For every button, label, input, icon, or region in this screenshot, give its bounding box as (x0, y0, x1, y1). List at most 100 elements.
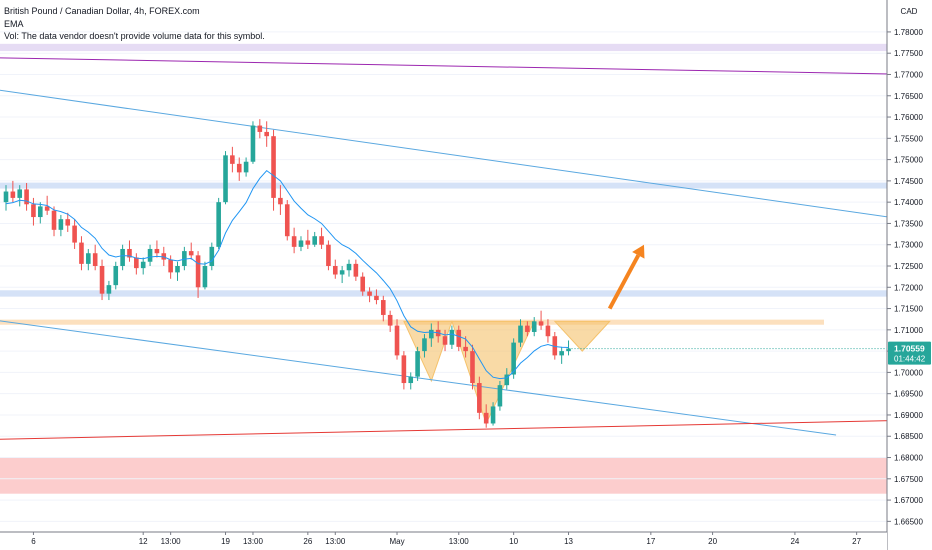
candle-body (449, 329, 455, 345)
candle-body (3, 191, 9, 203)
candle-body (291, 236, 297, 247)
time-tick-label: 27 (852, 537, 861, 546)
volume-note: Vol: The data vendor doesn't provide vol… (4, 31, 265, 41)
candle (339, 266, 345, 284)
time-tick-label: 24 (790, 537, 799, 546)
axis-unit-label: CAD (901, 7, 918, 16)
trendline-3 (0, 419, 919, 440)
candle (134, 253, 139, 275)
candle-body (408, 376, 414, 384)
candle (504, 368, 510, 390)
time-axis[interactable]: 6 12 13:00 19 13:00 26 13:00 May 13:00 10 13 17 20 24… (0, 531, 887, 550)
candle (319, 227, 324, 249)
price-tick-label: 1.78000 (894, 28, 923, 37)
candle (470, 344, 475, 390)
candle-body (497, 385, 503, 407)
candle-body (236, 163, 242, 173)
candle (401, 351, 407, 390)
candle (182, 246, 187, 271)
candle (86, 248, 91, 271)
price-tick-label: 1.77000 (894, 70, 923, 79)
ema-line (5, 169, 569, 380)
candle (545, 319, 551, 343)
candle-body (394, 325, 400, 356)
candle-body (381, 300, 386, 315)
candles-layer (3, 119, 571, 428)
candle-body (264, 131, 269, 137)
candle-body (86, 253, 91, 264)
price-axis[interactable]: CAD 1.78000 1.77500 1.77000 1.76500 1.76000 1.… (886, 0, 932, 550)
candle-body (531, 321, 537, 332)
candle (531, 317, 537, 337)
candle (408, 372, 414, 390)
candle (291, 227, 297, 254)
price-tick-label: 1.69500 (894, 390, 923, 399)
time-tick-label: 20 (708, 537, 717, 546)
candle (236, 157, 242, 181)
candle-body (154, 248, 160, 254)
candle-body (326, 244, 331, 266)
price-tick-label: 1.76500 (894, 92, 923, 101)
candle (17, 185, 23, 207)
candle (10, 180, 16, 203)
time-tick-label: 13:00 (325, 537, 346, 546)
candle (264, 121, 269, 147)
candle (79, 236, 84, 271)
candle-body (58, 219, 64, 230)
candle-body (374, 295, 379, 301)
candle (394, 319, 400, 360)
candle-body (243, 161, 249, 173)
candle (312, 231, 317, 247)
candle-body (65, 219, 71, 226)
candle-body (17, 189, 23, 198)
price-tick-label: 1.72500 (894, 262, 923, 271)
candle-body (305, 240, 311, 245)
candle (353, 259, 359, 281)
candle (566, 340, 571, 356)
price-tick-label: 1.77500 (894, 49, 923, 58)
candle-body (182, 251, 187, 266)
candle-body (188, 251, 194, 256)
candle (278, 185, 283, 215)
candle-body (278, 197, 283, 205)
candle (360, 272, 366, 296)
candle-body (463, 346, 468, 352)
candle (51, 206, 57, 237)
candle-body (10, 191, 16, 198)
candle-body (120, 248, 125, 266)
candle-body (175, 266, 180, 273)
candle-body (79, 242, 84, 264)
symbol-title[interactable]: British Pound / Canadian Dollar, 4h, FOR… (4, 6, 200, 16)
candle (415, 346, 420, 381)
candle-body (470, 351, 475, 384)
candle-body (477, 383, 482, 413)
price-tick-label: 1.71000 (894, 326, 923, 335)
time-tick-label: 26 (303, 537, 312, 546)
zone-4 (0, 457, 887, 494)
price-tick-label: 1.71500 (894, 305, 923, 314)
time-tick-label: May (389, 537, 404, 546)
trendlines-layer (0, 57, 919, 440)
indicator-label[interactable]: EMA (4, 18, 24, 29)
candle-body (284, 204, 290, 237)
price-tick-label: 1.70000 (894, 368, 923, 377)
candle-body (339, 270, 345, 275)
price-tick-label: 1.72000 (894, 283, 923, 292)
candle (442, 329, 448, 352)
price-tick-label: 1.76000 (894, 113, 923, 122)
candle-body (353, 263, 359, 277)
price-tick-label: 1.68500 (894, 432, 923, 441)
chart-legend: British Pound / Canadian Dollar, 4h, FOR… (4, 5, 265, 43)
candle (202, 261, 208, 290)
candle (346, 259, 352, 277)
candle-body (230, 155, 235, 164)
projection-arrow (607, 244, 645, 310)
candle (326, 240, 331, 271)
time-tick-label: 13:00 (243, 537, 264, 546)
candle (243, 157, 249, 177)
time-tick-label: 13:00 (161, 537, 182, 546)
candle (518, 319, 523, 347)
candle-body (38, 206, 43, 218)
